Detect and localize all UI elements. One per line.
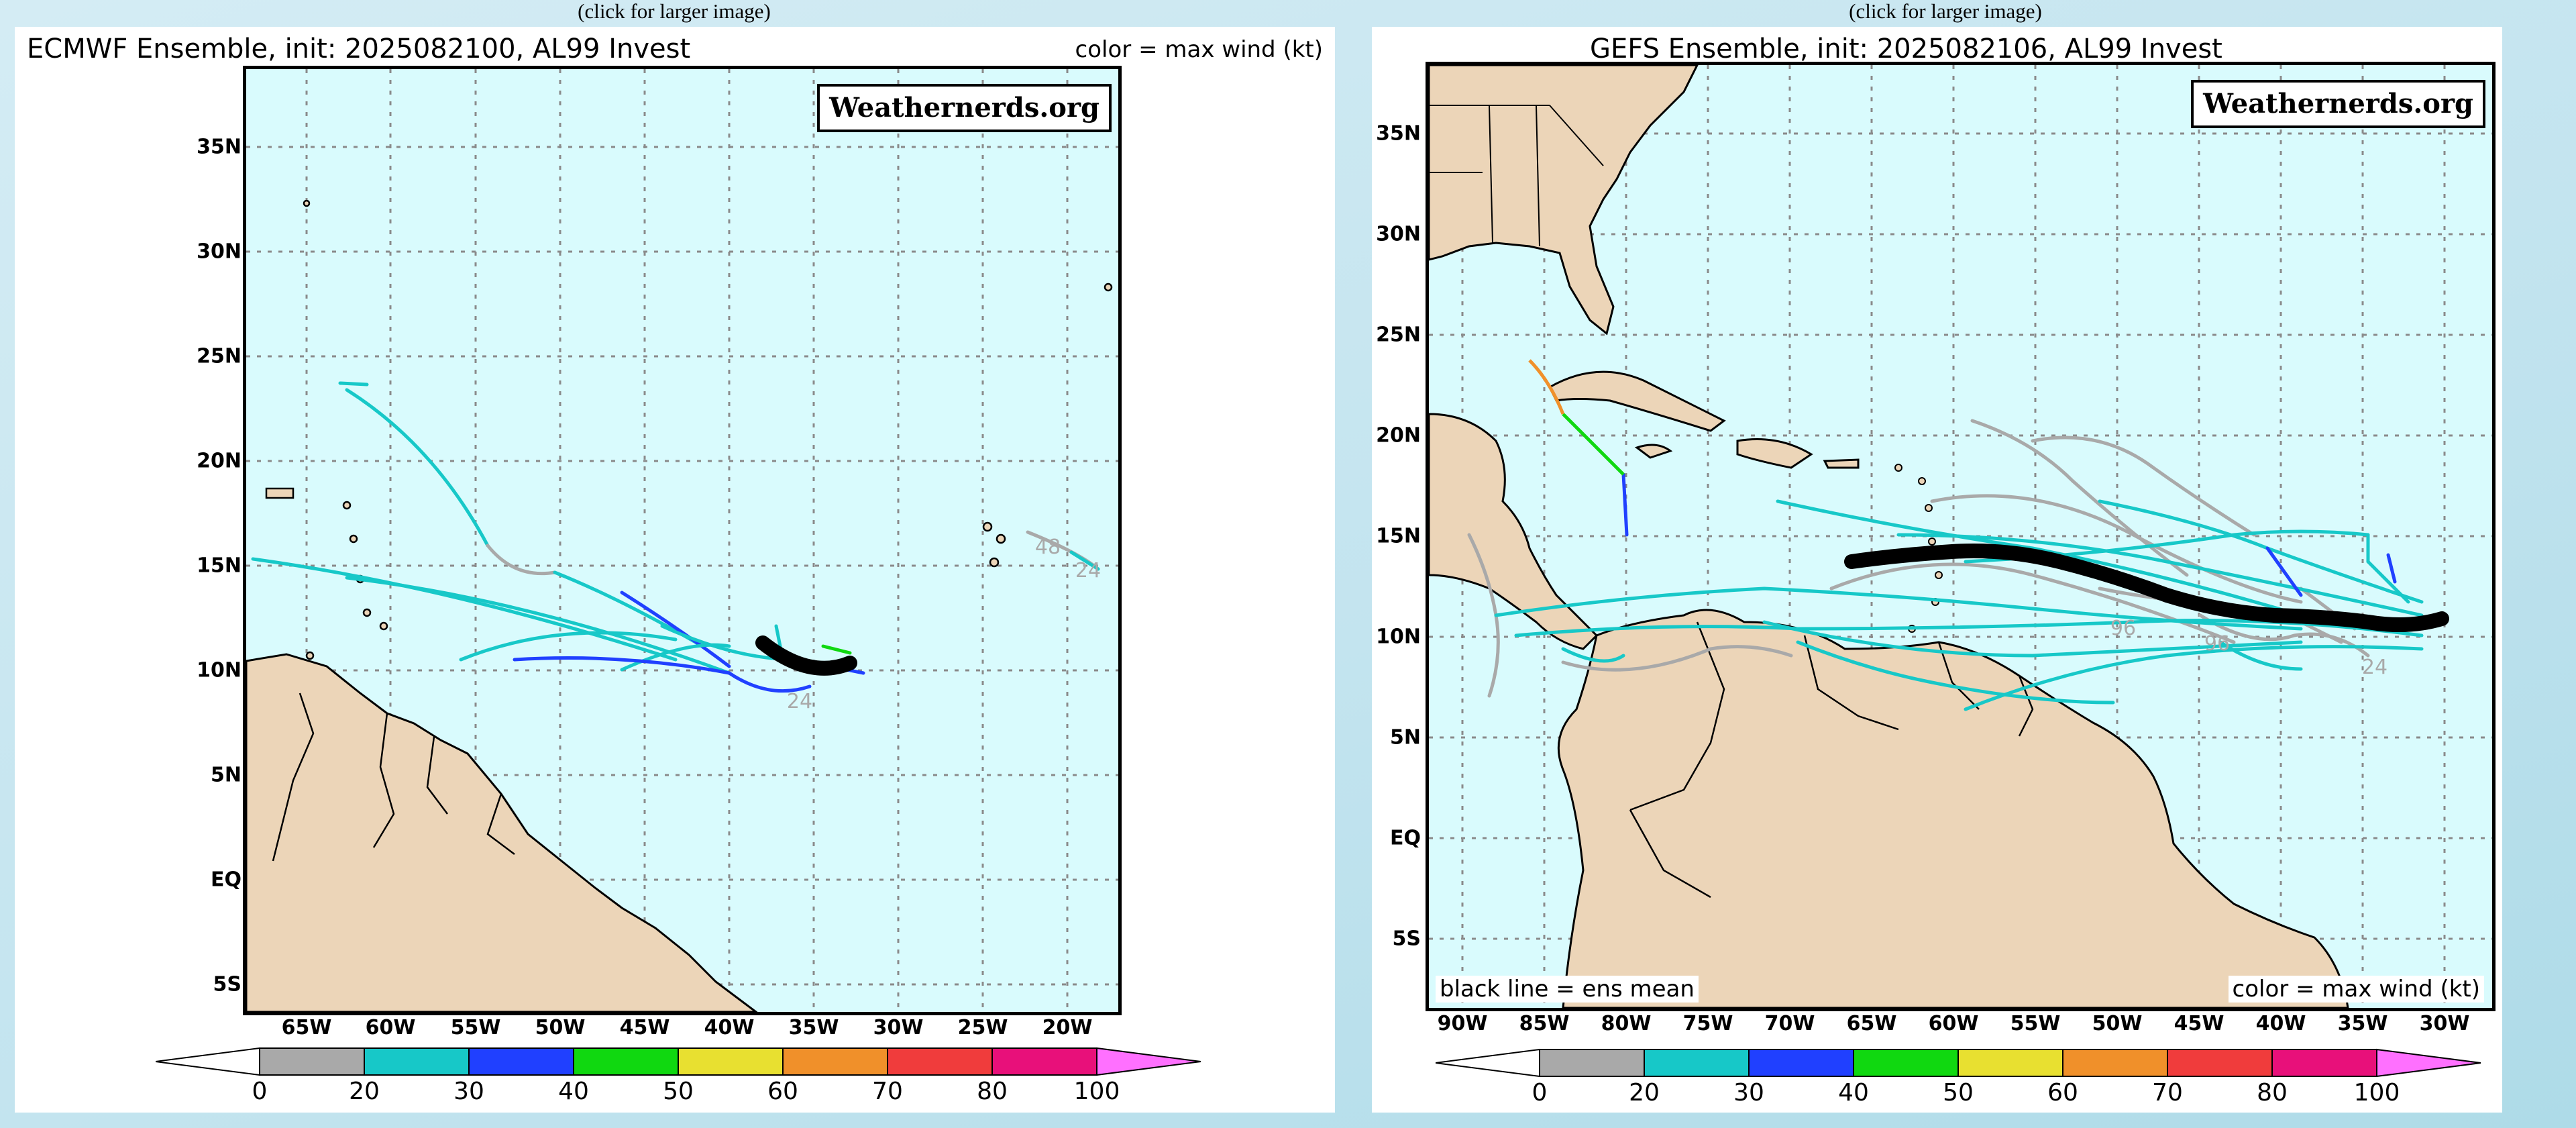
lon-label: 50W [535,1016,586,1039]
right-caption-link[interactable]: (click for larger image) [1849,0,2042,23]
lon-label: 45W [2174,1012,2224,1035]
us-southeast-land [1429,65,1699,336]
time-label-24-b: 24 [786,690,813,713]
colorbar-tick: 100 [2353,1079,2400,1107]
lat-label: 30N [1376,222,1421,246]
colorbar-tick: 70 [872,1078,903,1105]
wind-colorbar [1436,1048,2481,1078]
lon-label: 40W [704,1016,755,1039]
south-america-land [1557,609,2349,1008]
central-america-land [1429,413,1599,650]
colorbar-tick: 30 [453,1078,484,1105]
lat-label: EQ [211,868,241,892]
lat-label: 25N [197,344,241,368]
lat-label: 15N [1376,524,1421,548]
lat-label: 10N [197,658,241,682]
lat-label: 30N [197,240,241,264]
colorbar-tick: 30 [1733,1079,1764,1107]
lon-label: 30W [2419,1012,2470,1035]
gefs-map: Weathernerds.org 96 96 24 black line = e… [1426,62,2496,1011]
colorbar-tick: 20 [1629,1079,1660,1107]
time-label-96-b: 96 [2204,632,2231,656]
lon-label: 35W [788,1016,839,1039]
ens-mean-note: black line = ens mean [1436,976,1699,1003]
colorbar-tick: 60 [767,1078,798,1105]
lat-label: 5N [211,763,241,787]
lon-label: 85W [1519,1012,1570,1035]
lesser-antilles [1894,464,1943,633]
lat-label: 5N [1390,725,1421,750]
ecmwf-map: Weathernerds.org 48 24 24 [243,66,1122,1015]
colorbar-tick: 50 [663,1078,694,1105]
gefs-title: GEFS Ensemble, init: 2025082106, AL99 In… [1590,34,2222,64]
ensemble-tracks [251,381,1100,693]
lon-label: 20W [1042,1016,1093,1039]
colorbar-tick: 40 [558,1078,589,1105]
lat-label: 20N [1376,423,1421,448]
lon-label: 65W [1846,1012,1897,1035]
lat-label: 15N [197,554,241,578]
colorbar-tick: 20 [349,1078,380,1105]
lon-label: 55W [450,1016,501,1039]
lat-label: 25N [1376,323,1421,347]
time-label-24-a: 24 [1075,559,1102,582]
colorbar-tick: 80 [2257,1079,2288,1107]
colorbar-tick: 0 [1532,1079,1548,1107]
colorbar-tick: 0 [252,1078,268,1105]
time-label-24: 24 [2361,656,2388,679]
ensemble-track-green [1562,413,1625,476]
left-caption-link[interactable]: (click for larger image) [578,0,771,23]
gefs-wind-legend: color = max wind (kt) [2228,976,2484,1003]
ecmwf-wind-legend: color = max wind (kt) [1075,36,1323,63]
lon-label: 90W [1437,1012,1488,1035]
time-label-48: 48 [1034,535,1061,559]
colorbar-tick: 100 [1073,1078,1120,1105]
lat-label: 5S [213,972,241,996]
lon-label: 45W [619,1016,670,1039]
lon-label: 40W [2255,1012,2306,1035]
south-america-land [246,653,758,1012]
lat-label: 35N [1376,121,1421,146]
gefs-mean-track [1844,544,2449,632]
lat-label: 10N [1376,625,1421,649]
gefs-ensemble-panel[interactable]: GEFS Ensemble, init: 2025082106, AL99 In… [1372,27,2502,1113]
ecmwf-ensemble-panel[interactable]: ECMWF Ensemble, init: 2025082100, AL99 I… [15,27,1335,1113]
lon-label: 80W [1601,1012,1652,1035]
ecmwf-title: ECMWF Ensemble, init: 2025082100, AL99 I… [27,34,691,64]
lon-label: 50W [2092,1012,2143,1035]
lon-label: 60W [1928,1012,1979,1035]
caribbean-islands [265,199,1113,660]
lat-label: 5S [1392,927,1421,951]
lon-label: 35W [2337,1012,2388,1035]
lon-label: 75W [1682,1012,1733,1035]
weathernerds-logo[interactable]: Weathernerds.org [817,84,1112,132]
colorbar-tick: 40 [1838,1079,1869,1107]
lon-label: 70W [1764,1012,1815,1035]
colorbar-tick: 60 [2047,1079,2078,1107]
lon-label: 60W [365,1016,416,1039]
lat-label: 20N [197,449,241,473]
lon-label: 25W [957,1016,1008,1039]
time-label-96-a: 96 [2110,617,2137,640]
greater-antilles [1548,370,1860,469]
lon-label: 55W [2010,1012,2061,1035]
colorbar-tick: 70 [2152,1079,2183,1107]
weathernerds-logo[interactable]: Weathernerds.org [2191,80,2485,128]
lon-label: 30W [873,1016,924,1039]
lat-label: EQ [1390,826,1421,850]
lon-label: 65W [281,1016,332,1039]
ecmwf-mean-track [755,635,857,676]
colorbar-tick: 80 [977,1078,1008,1105]
lat-label: 35N [197,135,241,159]
colorbar-tick: 50 [1943,1079,1974,1107]
wind-colorbar [156,1047,1201,1076]
ensemble-track-orange [1528,359,1565,415]
